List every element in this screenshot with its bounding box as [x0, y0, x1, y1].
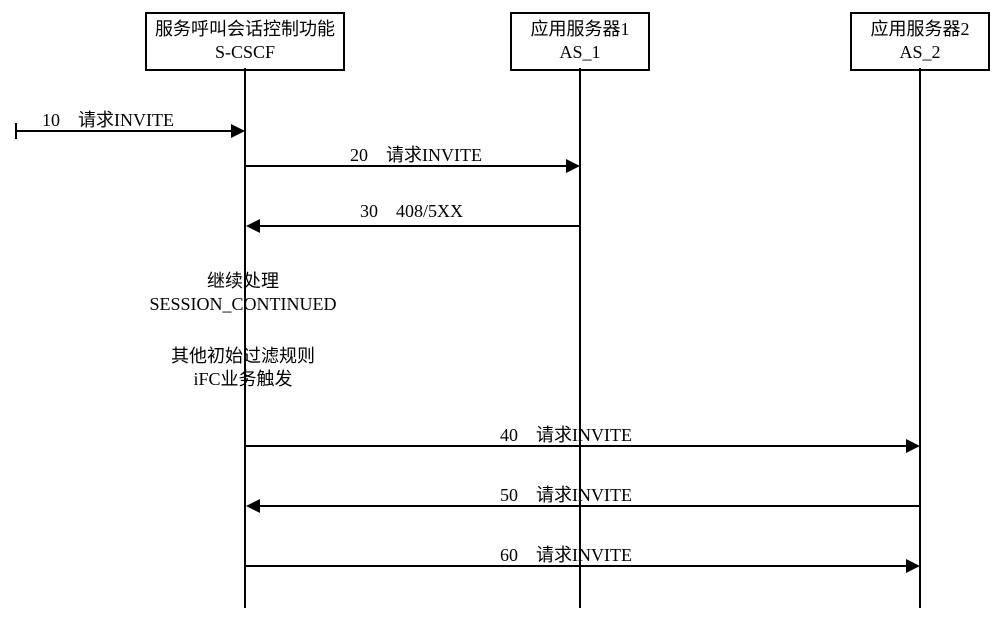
participant-as1-line1: 应用服务器1 — [520, 18, 640, 41]
msg-20-text: 请求INVITE — [386, 145, 482, 165]
msg-60-arrowhead-icon — [906, 559, 920, 573]
note-1-line2: SESSION_CONTINUED — [128, 293, 358, 316]
msg-40-arrowhead-icon — [906, 439, 920, 453]
participant-as2-line2: AS_2 — [860, 41, 980, 64]
msg-10-arrowhead-icon — [231, 124, 245, 138]
msg-40-label: 40 请求INVITE — [500, 421, 632, 447]
msg-60-text: 请求INVITE — [536, 545, 632, 565]
msg-50-arrowhead-icon — [246, 499, 260, 513]
msg-10-tick — [15, 123, 17, 139]
msg-50-text: 请求INVITE — [536, 485, 632, 505]
msg-40-text: 请求INVITE — [536, 425, 632, 445]
lifeline-scscf — [244, 68, 246, 608]
msg-10-seq: 10 — [42, 110, 60, 130]
msg-30-line — [258, 225, 580, 227]
msg-30-text: 408/5XX — [396, 201, 463, 221]
msg-10-text: 请求INVITE — [78, 110, 174, 130]
msg-50-seq: 50 — [500, 485, 518, 505]
msg-60-seq: 60 — [500, 545, 518, 565]
participant-as2-line1: 应用服务器2 — [860, 18, 980, 41]
note-ifc-trigger: 其他初始过滤规则 iFC业务触发 — [128, 345, 358, 392]
participant-scscf-line1: 服务呼叫会话控制功能 — [155, 18, 335, 41]
participant-as2: 应用服务器2 AS_2 — [850, 12, 990, 71]
msg-20-seq: 20 — [350, 145, 368, 165]
note-2-line2: iFC业务触发 — [128, 368, 358, 391]
note-2-line1: 其他初始过滤规则 — [128, 345, 358, 368]
msg-20-label: 20 请求INVITE — [350, 141, 482, 167]
msg-40-seq: 40 — [500, 425, 518, 445]
msg-60-label: 60 请求INVITE — [500, 541, 632, 567]
msg-30-label: 30 408/5XX — [360, 201, 463, 222]
lifeline-as1 — [579, 68, 581, 608]
participant-scscf-line2: S-CSCF — [155, 41, 335, 64]
msg-20-arrowhead-icon — [566, 159, 580, 173]
participant-as1-line2: AS_1 — [520, 41, 640, 64]
msg-50-label: 50 请求INVITE — [500, 481, 632, 507]
msg-30-seq: 30 — [360, 201, 378, 221]
msg-10-label: 10 请求INVITE — [42, 106, 174, 132]
note-1-line1: 继续处理 — [128, 270, 358, 293]
note-session-continued: 继续处理 SESSION_CONTINUED — [128, 270, 358, 317]
msg-30-arrowhead-icon — [246, 219, 260, 233]
participant-as1: 应用服务器1 AS_1 — [510, 12, 650, 71]
lifeline-as2 — [919, 68, 921, 608]
participant-scscf: 服务呼叫会话控制功能 S-CSCF — [145, 12, 345, 71]
